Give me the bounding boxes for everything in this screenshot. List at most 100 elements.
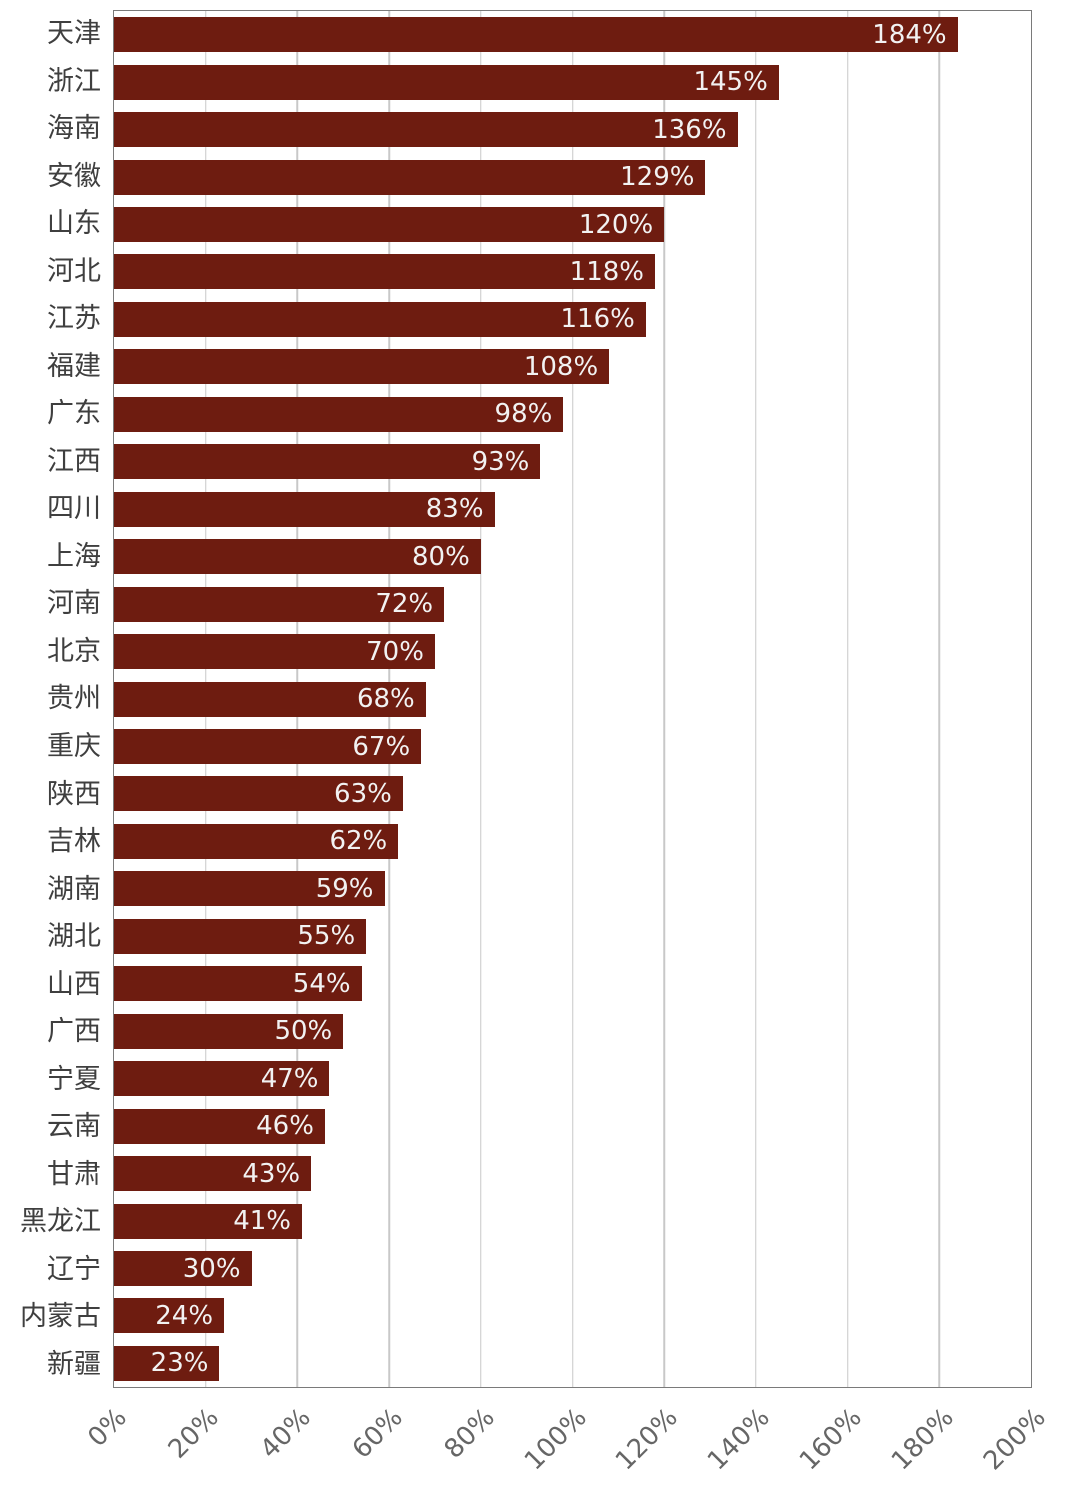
category-label-row: 甘肃 — [0, 1150, 101, 1198]
category-label-row: 云南 — [0, 1103, 101, 1151]
category-label-row: 辽宁 — [0, 1245, 101, 1293]
bar-value-label: 43% — [242, 1158, 301, 1189]
bar-value-label: 120% — [578, 209, 654, 240]
category-label: 江西 — [47, 445, 101, 477]
bar-value-label: 47% — [260, 1063, 319, 1094]
bar-value-label: 93% — [471, 446, 530, 477]
bar-row: 108% — [114, 343, 1031, 390]
bar: 72% — [114, 586, 445, 622]
category-label: 河北 — [47, 255, 101, 287]
category-label: 河南 — [47, 588, 101, 620]
category-label: 辽宁 — [47, 1253, 101, 1285]
category-label-row: 广西 — [0, 1008, 101, 1056]
bar: 136% — [114, 112, 738, 148]
bar-row: 72% — [114, 580, 1031, 627]
bar-row: 30% — [114, 1245, 1031, 1292]
bar: 62% — [114, 823, 399, 859]
x-axis-tick-label: 0% — [82, 1402, 133, 1453]
bar-value-label: 116% — [560, 304, 635, 335]
bar: 116% — [114, 301, 646, 337]
bar: 54% — [114, 966, 362, 1002]
bar: 23% — [114, 1345, 220, 1381]
bar: 55% — [114, 918, 367, 954]
bar-value-label: 23% — [150, 1348, 209, 1379]
category-label: 吉林 — [47, 826, 101, 858]
category-label: 北京 — [47, 635, 101, 667]
bar: 80% — [114, 539, 481, 575]
bar-row: 23% — [114, 1340, 1031, 1387]
bar-value-label: 67% — [352, 731, 411, 762]
category-label: 湖南 — [47, 873, 101, 905]
bar: 118% — [114, 254, 656, 290]
bar: 68% — [114, 681, 426, 717]
bar-row: 116% — [114, 296, 1031, 343]
bar: 67% — [114, 729, 422, 765]
category-label: 福建 — [47, 350, 101, 382]
bar-value-label: 80% — [412, 541, 470, 572]
bar-value-label: 30% — [182, 1253, 241, 1284]
bar-row: 46% — [114, 1102, 1031, 1149]
category-label-row: 四川 — [0, 485, 101, 533]
category-label-row: 河南 — [0, 580, 101, 628]
bar-row: 129% — [114, 153, 1031, 200]
gridline — [571, 11, 574, 1387]
bar-row: 70% — [114, 628, 1031, 675]
bar-row: 47% — [114, 1055, 1031, 1102]
category-label-row: 湖北 — [0, 913, 101, 961]
category-label-row: 浙江 — [0, 58, 101, 106]
bar: 63% — [114, 776, 403, 812]
category-label: 内蒙古 — [20, 1301, 101, 1333]
gridline — [938, 11, 941, 1387]
category-label: 陕西 — [47, 778, 101, 810]
bar: 120% — [114, 207, 665, 243]
bar-value-label: 72% — [375, 589, 434, 620]
bar: 93% — [114, 444, 541, 480]
bar-value-label: 50% — [274, 1016, 333, 1047]
category-label-row: 上海 — [0, 533, 101, 581]
bar: 83% — [114, 491, 495, 527]
category-label: 江苏 — [47, 303, 101, 335]
category-label: 广西 — [47, 1016, 101, 1048]
category-label: 海南 — [47, 113, 101, 145]
bar-row: 43% — [114, 1150, 1031, 1197]
bar-value-label: 46% — [256, 1111, 314, 1142]
bar-value-label: 98% — [494, 399, 553, 430]
category-label-row: 山西 — [0, 960, 101, 1008]
gridline — [755, 11, 757, 1387]
category-label-row: 江苏 — [0, 295, 101, 343]
bar-value-label: 24% — [155, 1300, 214, 1331]
bar-row: 54% — [114, 960, 1031, 1007]
category-label: 黑龙江 — [20, 1206, 101, 1238]
category-label: 山东 — [47, 208, 101, 240]
category-label: 甘肃 — [47, 1158, 101, 1190]
category-label: 贵州 — [47, 683, 101, 715]
category-label-row: 福建 — [0, 343, 101, 391]
bar: 98% — [114, 396, 564, 432]
category-label: 浙江 — [47, 65, 101, 97]
bar-value-label: 41% — [233, 1206, 291, 1237]
bar-row: 50% — [114, 1008, 1031, 1055]
bar-row: 136% — [114, 106, 1031, 153]
bar: 145% — [114, 64, 779, 100]
category-label: 山西 — [47, 968, 101, 1000]
category-label-row: 北京 — [0, 628, 101, 676]
category-label: 安徽 — [47, 160, 101, 192]
gridline — [846, 11, 849, 1387]
category-label: 云南 — [47, 1111, 101, 1143]
category-label-row: 安徽 — [0, 153, 101, 201]
bar-row: 63% — [114, 770, 1031, 817]
category-label-row: 山东 — [0, 200, 101, 248]
category-label-row: 湖南 — [0, 865, 101, 913]
bar-value-label: 108% — [523, 351, 599, 382]
bar: 108% — [114, 349, 610, 385]
category-label: 重庆 — [47, 730, 101, 762]
bar-row: 24% — [114, 1292, 1031, 1339]
bar-row: 59% — [114, 865, 1031, 912]
category-label-row: 陕西 — [0, 770, 101, 818]
category-label-row: 吉林 — [0, 818, 101, 866]
bar: 30% — [114, 1251, 252, 1286]
category-label-row: 海南 — [0, 105, 101, 153]
category-axis: 天津 浙江 海南 安徽 山东 河北 江苏 福建 广东 江西 四川 上海 河南 北京 贵州 重庆 陕西 吉林 湖南 湖北… — [0, 10, 101, 1388]
bar-row: 120% — [114, 201, 1031, 248]
bar-row: 80% — [114, 533, 1031, 580]
